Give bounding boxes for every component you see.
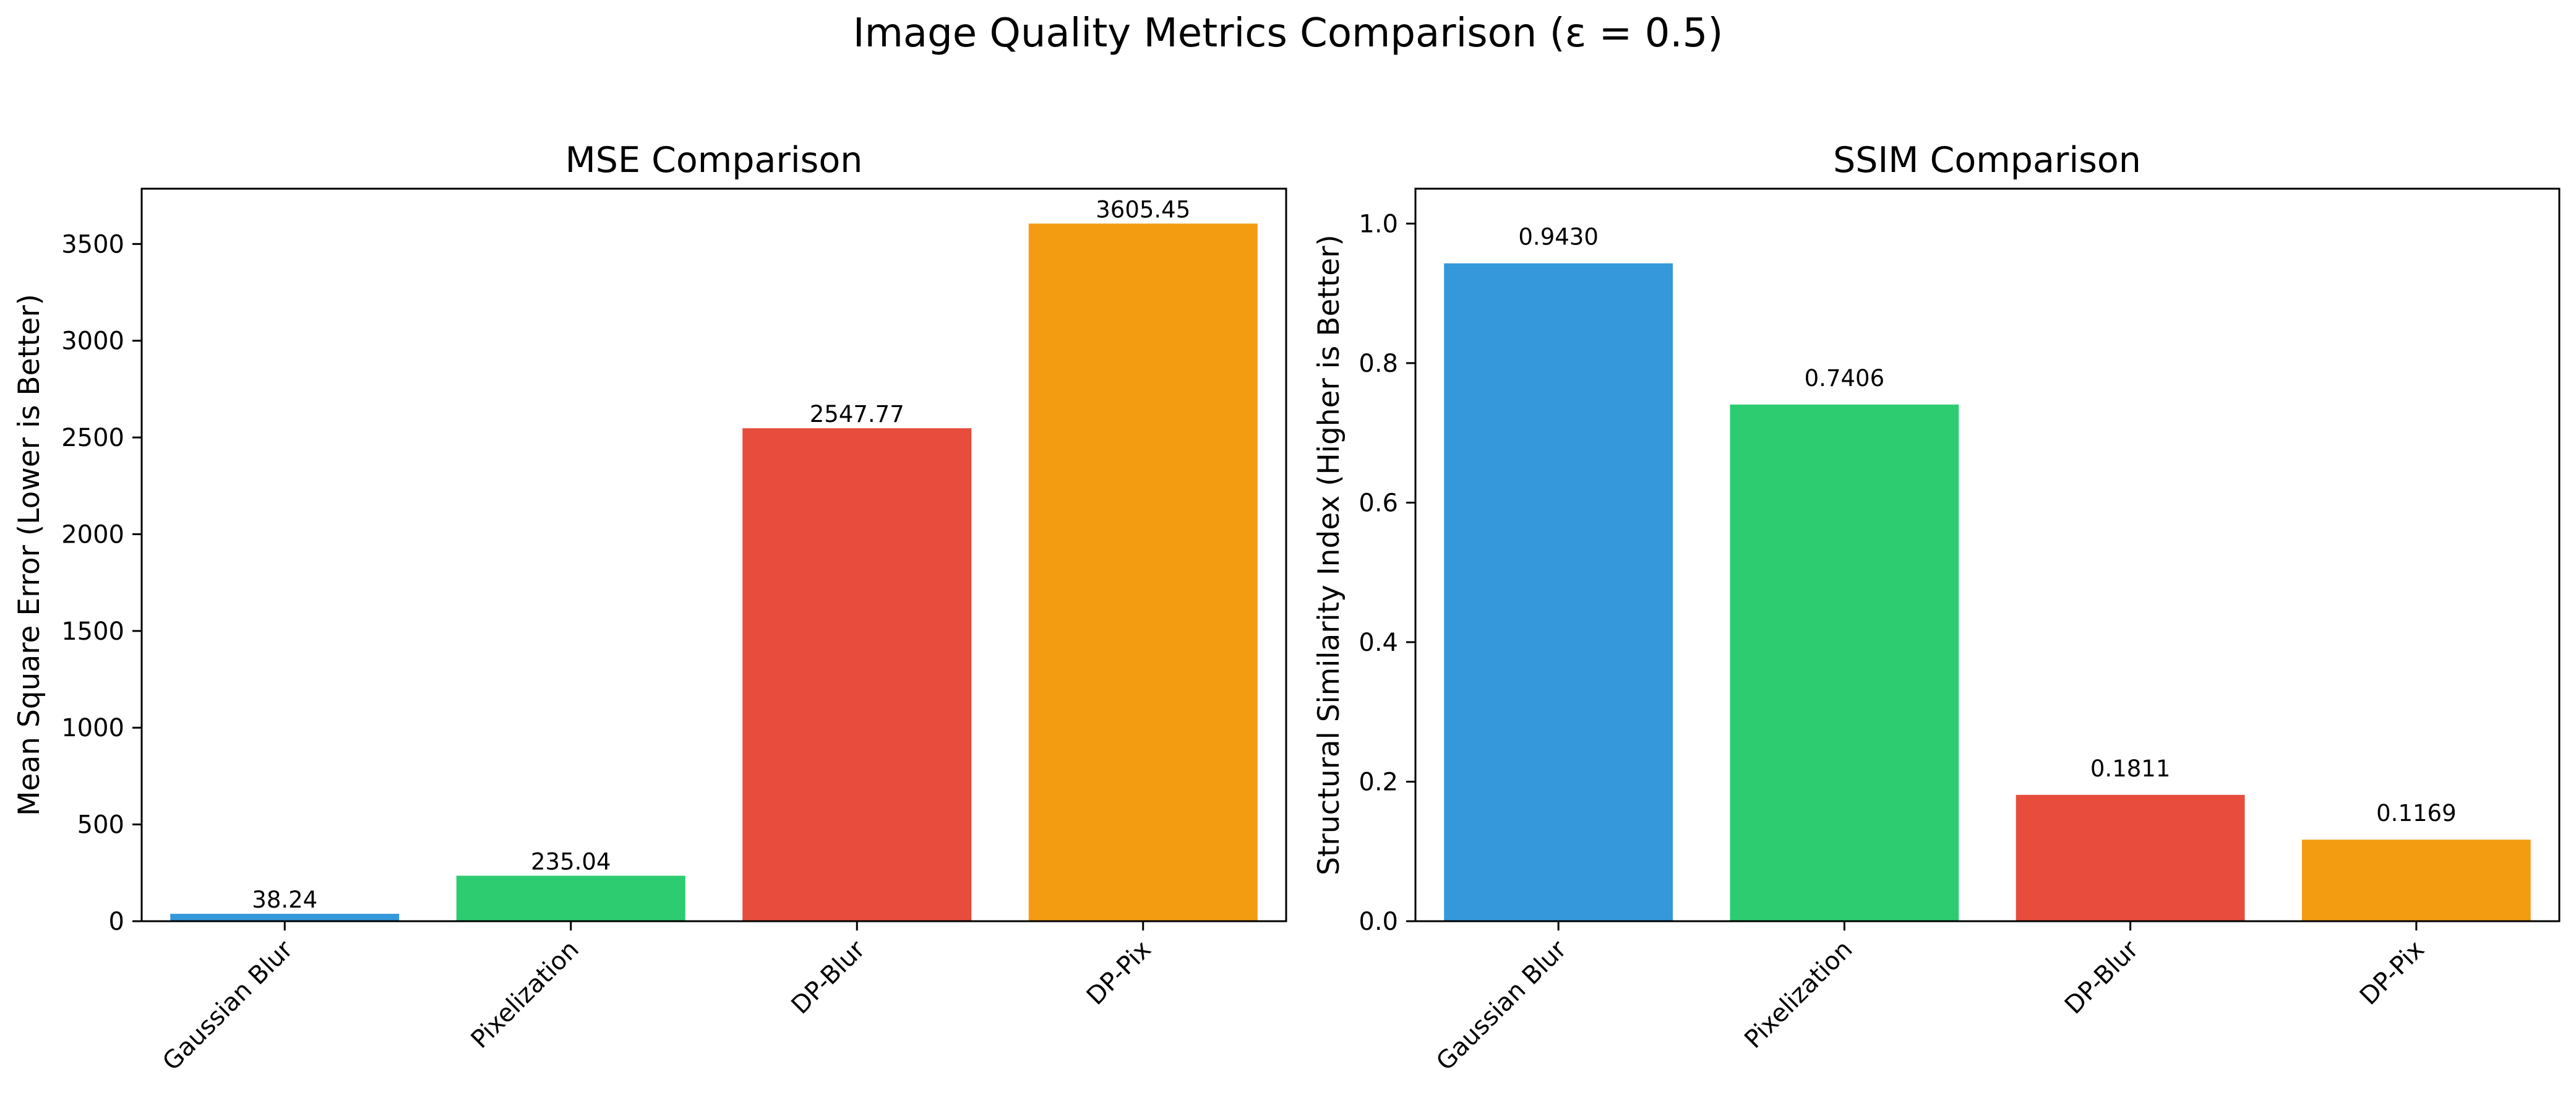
ssim-y-tick-label: 1.0 <box>1359 210 1398 238</box>
figure-suptitle: Image Quality Metrics Comparison (ε = 0.… <box>853 11 1724 56</box>
mse-bar-value-label: 38.24 <box>252 887 317 913</box>
ssim-bar-value-label: 0.7406 <box>1805 365 1884 392</box>
ssim-bar-value-label: 0.9430 <box>1518 224 1598 251</box>
ssim-chart-title: SSIM Comparison <box>1833 140 2141 181</box>
ssim-x-tick-label: Gaussian Blur <box>1431 935 1572 1076</box>
ssim-plot-area: 0.9430 Gaussian Blur 0.7406 Pixelization 0.1… <box>1359 187 2561 1076</box>
ssim-x-tick-label: DP-Blur <box>2059 935 2144 1020</box>
ssim-y-tick-label: 0.6 <box>1359 489 1398 517</box>
mse-chart-title: MSE Comparison <box>565 140 863 181</box>
ssim-bar-value-label: 0.1811 <box>2090 755 2170 782</box>
mse-bar <box>742 428 972 921</box>
ssim-bar <box>2016 794 2245 921</box>
mse-bar <box>456 875 685 921</box>
mse-y-tick-label: 2000 <box>61 520 124 549</box>
ssim-y-axis-label: Structural Similarity Index (Higher is B… <box>1312 234 1346 875</box>
mse-plot-frame <box>140 187 1287 922</box>
mse-bar-value-label: 2547.77 <box>810 401 904 428</box>
mse-y-axis-label: Mean Square Error (Lower is Better) <box>12 294 46 816</box>
mse-y-tick-label: 0 <box>109 908 124 936</box>
mse-plot-area: 38.24 Gaussian Blur 235.04 Pixelization 2547… <box>61 187 1287 1076</box>
mse-y-tick-label: 500 <box>77 811 124 840</box>
mse-y-tick-label: 1000 <box>61 714 124 742</box>
mse-y-tick-label: 3500 <box>61 230 124 259</box>
ssim-plot-frame <box>1414 187 2561 922</box>
mse-x-tick-label: Gaussian Blur <box>157 935 298 1076</box>
ssim-bar <box>1444 263 1673 921</box>
ssim-y-tick-label: 0.2 <box>1359 768 1398 796</box>
mse-bar-value-label: 3605.45 <box>1096 196 1190 223</box>
ssim-y-tick-label: 0.8 <box>1359 350 1398 378</box>
ssim-bar <box>1730 404 1959 921</box>
ssim-bar-value-label: 0.1169 <box>2376 800 2456 827</box>
mse-x-tick-label: Pixelization <box>466 935 585 1054</box>
mse-x-tick-label: DP-Pix <box>1081 935 1157 1011</box>
mse-chart-panel: MSE Comparison Mean Square Error (Lower … <box>12 140 1287 1076</box>
mse-y-tick-label: 1500 <box>61 617 124 646</box>
ssim-bar <box>2301 840 2531 921</box>
ssim-y-tick-label: 0.4 <box>1359 629 1398 657</box>
ssim-x-tick-label: Pixelization <box>1739 935 1858 1054</box>
mse-x-tick-label: DP-Blur <box>786 935 871 1020</box>
ssim-chart-panel: SSIM Comparison Structural Similarity In… <box>1312 140 2561 1076</box>
ssim-y-tick-label: 0.0 <box>1359 908 1398 936</box>
mse-bar <box>1028 223 1258 921</box>
ssim-x-tick-label: DP-Pix <box>2355 935 2430 1011</box>
mse-bar <box>170 914 400 921</box>
mse-y-tick-label: 2500 <box>61 424 124 452</box>
mse-bar-value-label: 235.04 <box>531 848 611 875</box>
mse-y-tick-label: 3000 <box>61 327 124 356</box>
